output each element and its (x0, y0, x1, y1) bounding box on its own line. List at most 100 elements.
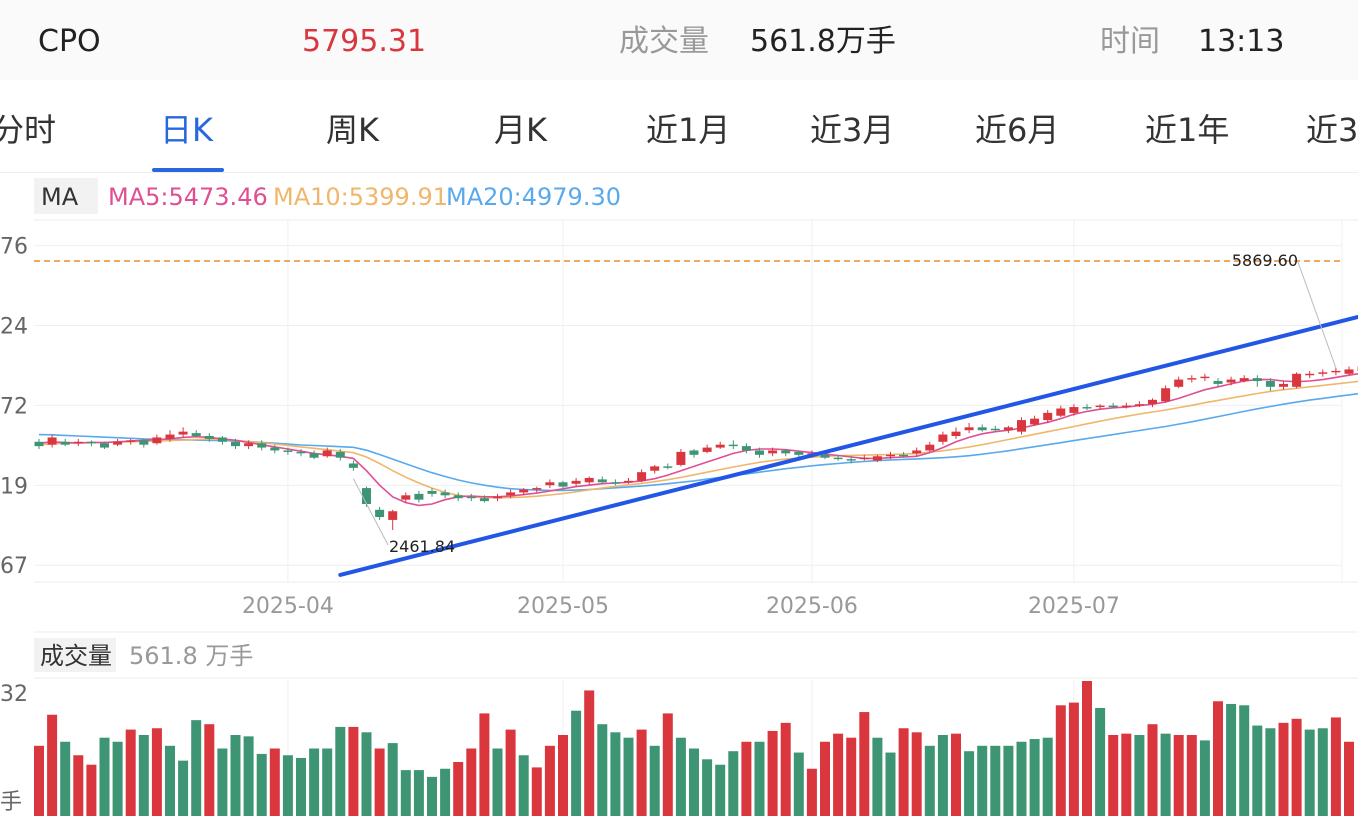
candle-body (715, 444, 725, 448)
tab-daily-k[interactable]: 日K (160, 111, 213, 149)
ma-toggle[interactable] (34, 178, 98, 214)
tab-monthly-k[interactable]: 月K (494, 111, 547, 149)
candle-body (1082, 407, 1092, 409)
candle (728, 440, 738, 450)
volume-bar (662, 713, 673, 816)
candle-body (571, 480, 581, 484)
volume-bar (885, 752, 896, 816)
candle (1134, 401, 1144, 408)
volume-bar (780, 722, 791, 816)
time-label: 时间 (1100, 24, 1160, 59)
candle (951, 427, 961, 439)
tab-intraday[interactable]: 分时 (0, 111, 57, 149)
tab-3-years[interactable]: 近3 (1306, 111, 1358, 149)
volume-bar (793, 752, 804, 816)
volume-value: 561.8万手 (750, 24, 896, 59)
candle (1082, 404, 1092, 410)
candle (1265, 378, 1275, 392)
ma20-legend: MA20:4979.30 (446, 183, 621, 211)
volume-bar (204, 724, 215, 816)
candle (1213, 378, 1223, 387)
candle (34, 438, 44, 450)
candle (859, 454, 869, 461)
tab-3-months[interactable]: 近3月 (810, 111, 895, 149)
volume-bar (178, 760, 189, 816)
candle-body (152, 437, 162, 444)
volume-bar (806, 768, 817, 816)
volume-legend-value: 561.8 万手 (129, 642, 254, 670)
volume-bar (440, 768, 451, 816)
candle-body (506, 492, 516, 496)
candle (545, 479, 555, 489)
candle-body (47, 437, 57, 445)
candle-body (322, 450, 332, 457)
candle (375, 506, 385, 520)
volume-bar (610, 732, 621, 816)
volume-bar (243, 736, 254, 816)
volume-bar (86, 764, 97, 816)
volume-bar (112, 741, 123, 816)
volume-bar (400, 770, 411, 816)
ma20-line (38, 392, 1358, 492)
volume-bar (256, 753, 267, 816)
volume-bar (296, 757, 306, 816)
candle-body (899, 454, 909, 457)
volume-bar (374, 748, 385, 816)
candle (1318, 369, 1328, 377)
tab-weekly-k[interactable]: 周K (326, 111, 379, 149)
candle-body (335, 451, 345, 458)
candle (126, 438, 136, 445)
candle (1056, 405, 1066, 418)
volume-bar (754, 741, 765, 816)
candle-body (610, 482, 620, 484)
candle (925, 441, 935, 452)
candle (322, 447, 332, 458)
volume-toggle[interactable] (34, 638, 116, 672)
volume-bar (990, 745, 1001, 816)
volume-bar (924, 745, 935, 816)
volume-bar (1265, 728, 1276, 816)
candle (152, 434, 162, 445)
candle-body (178, 431, 188, 435)
candle-body (1003, 427, 1013, 431)
volume-bar (269, 748, 280, 816)
candle-body (86, 441, 96, 444)
candle-body (1292, 373, 1302, 387)
volume-bar (571, 710, 582, 816)
volume-bar (165, 745, 175, 816)
candle (977, 424, 987, 432)
candle (388, 509, 398, 531)
candle-body (348, 463, 358, 468)
candle (741, 443, 751, 454)
candle-body (637, 472, 647, 481)
volume-bar (322, 748, 333, 816)
candle-body (558, 482, 568, 487)
candle-body (126, 440, 136, 442)
candle (532, 486, 542, 493)
candle (506, 489, 516, 499)
active-tab-indicator (152, 168, 224, 172)
candle-body (977, 427, 987, 431)
tab-1-month[interactable]: 近1月 (646, 111, 731, 149)
volume-bar (505, 729, 516, 816)
candle (964, 422, 974, 434)
candle (1305, 370, 1315, 379)
candle-body (663, 466, 673, 468)
candle-body (283, 450, 293, 452)
volume-bar (820, 741, 830, 816)
candle (427, 488, 437, 497)
volume-bar (937, 735, 948, 816)
volume-bar (767, 730, 778, 816)
max-pointer (1297, 261, 1337, 369)
volume-bar (1239, 705, 1250, 816)
candle-body (1265, 381, 1275, 387)
volume-bar (623, 737, 634, 816)
candle-body (1148, 399, 1157, 405)
tab-6-months[interactable]: 近6月 (975, 111, 1060, 149)
candle (466, 493, 476, 502)
y-tick-label: 76 (0, 235, 28, 260)
tab-1-year[interactable]: 近1年 (1145, 111, 1230, 149)
candle-body (964, 427, 974, 431)
y-tick-label: 72 (0, 394, 28, 419)
